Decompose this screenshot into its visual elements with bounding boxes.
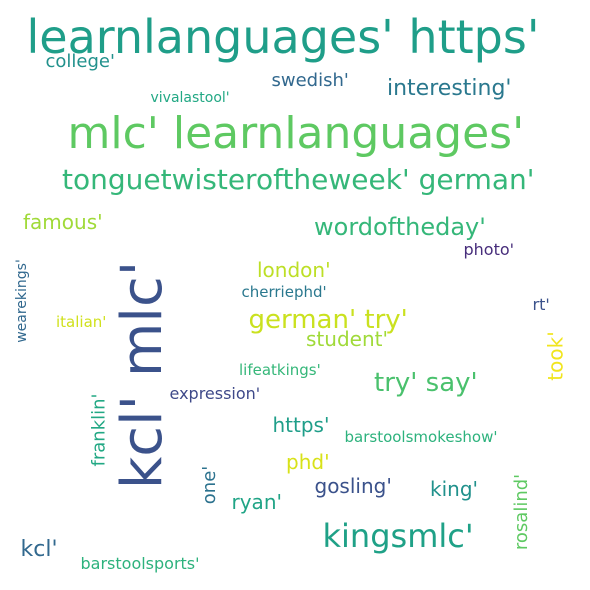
word-https: https'	[272, 413, 330, 437]
word-phd: phd'	[286, 450, 330, 474]
word-kcl-mlc: kcl' mlc'	[110, 260, 176, 490]
word-ryan: ryan'	[231, 490, 283, 514]
word-vivalastool: vivalastool'	[150, 90, 230, 106]
word-rt: rt'	[532, 295, 550, 314]
word-gosling: gosling'	[314, 474, 392, 498]
word-expression: expression'	[169, 384, 261, 403]
word-barstoolsmokeshow: barstoolsmokeshow'	[344, 427, 498, 446]
word-student: student'	[306, 327, 388, 351]
word-king: king'	[430, 477, 479, 501]
word-kingsmlc: kingsmlc'	[322, 517, 474, 555]
word-tonguetwisteroftheweek-german: tonguetwisteroftheweek' german'	[62, 163, 535, 196]
word-barstoolsports: barstoolsports'	[80, 554, 200, 573]
word-photo: photo'	[463, 240, 515, 259]
word-wordoftheday: wordoftheday'	[314, 213, 486, 241]
word-franklin: franklin'	[87, 393, 109, 467]
word-london: london'	[257, 258, 331, 282]
word-cherriephd: cherriephd'	[241, 282, 327, 301]
word-rosalind: rosalind'	[511, 473, 533, 551]
word-german-try: german' try'	[248, 305, 408, 335]
word-italian: italian'	[56, 312, 107, 331]
word-learnlanguages-https: learnlanguages' https'	[26, 10, 540, 64]
word-interesting: interesting'	[387, 76, 512, 101]
word-swedish: swedish'	[271, 70, 349, 91]
word-mlc-learnlanguages: mlc' learnlanguages'	[67, 108, 525, 159]
word-lifeatkings: lifeatkings'	[239, 360, 321, 379]
word-wearekings: wearekings'	[13, 259, 30, 343]
word-kcl: kcl'	[20, 537, 58, 562]
word-one: one'	[199, 465, 221, 505]
word-famous: famous'	[23, 210, 103, 234]
word-college: college'	[45, 51, 115, 72]
word-try-say: try' say'	[374, 368, 478, 398]
word-took: took'	[543, 331, 568, 381]
